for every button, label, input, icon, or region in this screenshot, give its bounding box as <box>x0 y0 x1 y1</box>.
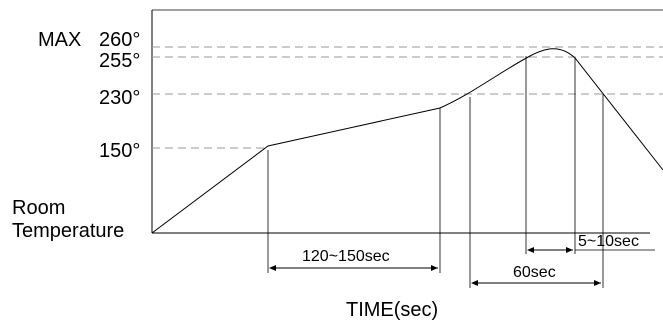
guide-lines <box>267 56 604 288</box>
room-temp-label-line2: Temperature <box>12 220 124 242</box>
preheat-interval-label: 120~150sec <box>302 248 390 265</box>
room-temp-label-line1: Room <box>12 197 65 219</box>
reflow-interval-label: 60sec <box>513 264 556 281</box>
max-label: MAX <box>38 29 81 51</box>
reference-lines <box>152 46 663 149</box>
x-axis-title: TIME(sec) <box>346 299 438 321</box>
temp-150-label: 150° <box>99 140 140 162</box>
temp-260-label: 260° <box>99 29 140 51</box>
temp-230-label: 230° <box>99 87 140 109</box>
temp-255-label: 255° <box>99 50 140 72</box>
temperature-profile-curve <box>151 48 663 234</box>
peak-interval-label: 5~10sec <box>578 233 639 250</box>
